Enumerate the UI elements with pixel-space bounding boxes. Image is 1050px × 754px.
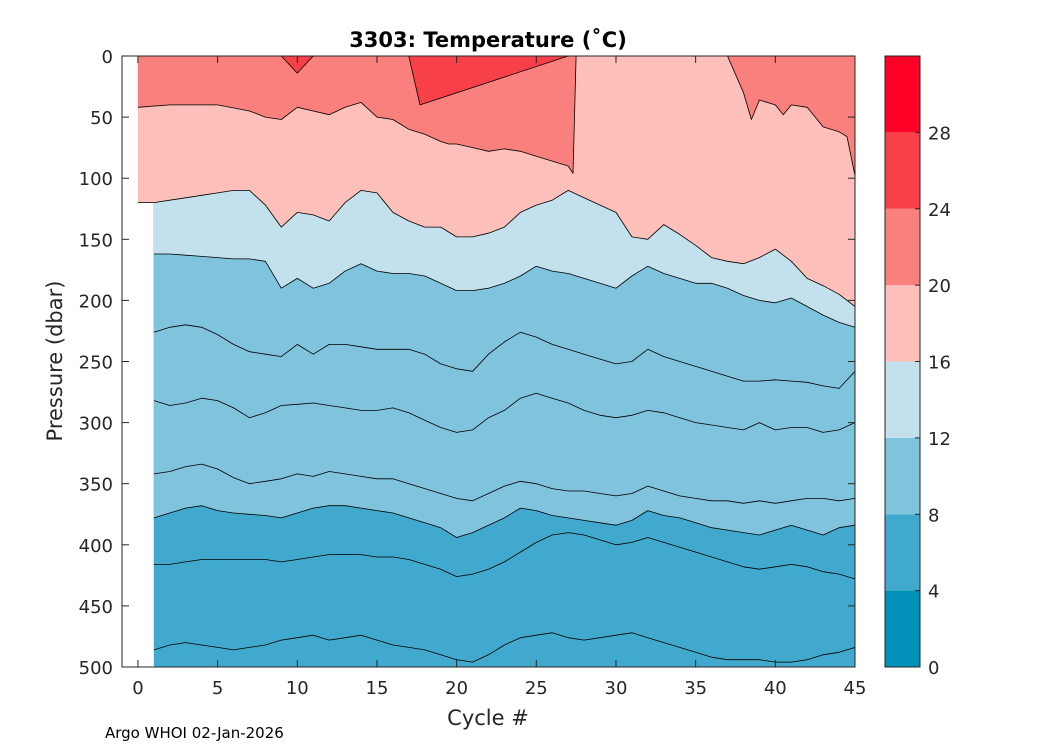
- colorbar-band: [885, 208, 920, 286]
- colorbar-band: [885, 437, 920, 515]
- x-axis: 0 5 10 15 20 25 30 35 40 45: [132, 56, 866, 699]
- colorbar-tick-label: 0: [928, 658, 939, 679]
- x-axis-label: Cycle #: [447, 706, 529, 730]
- footer-credit: Argo WHOI 02-Jan-2026: [105, 724, 284, 742]
- colorbar-tick-label: 16: [928, 353, 951, 374]
- contour-line-24: [281, 56, 577, 106]
- colorbar-band: [885, 285, 920, 362]
- y-tick-label: 350: [79, 475, 113, 496]
- contour-line-7: [153, 532, 855, 580]
- y-tick-label: 0: [102, 47, 113, 68]
- contour-line-16: [137, 190, 855, 307]
- colorbar-band: [885, 361, 920, 438]
- contour-line-12: [153, 253, 855, 328]
- y-tick-label: 100: [79, 169, 113, 190]
- contour-line-10: [153, 392, 855, 433]
- chart-title: 3303: Temperature (˚C): [349, 28, 627, 52]
- contour-band-16: [137, 56, 855, 307]
- contour-lines: [137, 56, 855, 663]
- x-tick-label: 30: [605, 678, 628, 699]
- colorbar-tick-label: 12: [928, 429, 951, 450]
- contour-band-24: [281, 56, 577, 105]
- x-tick-label: 10: [286, 678, 309, 699]
- x-tick-label: 40: [764, 678, 787, 699]
- contour-line-9: [153, 463, 855, 504]
- y-tick-label: 250: [79, 353, 113, 374]
- x-tick-label: 25: [525, 678, 548, 699]
- y-tick-label: 200: [79, 291, 113, 312]
- contour-line-8: [153, 505, 855, 538]
- contour-line-11: [153, 324, 855, 389]
- x-tick-label: 35: [684, 678, 707, 699]
- colorbar-tick-label: 8: [928, 505, 939, 526]
- x-tick-label: 20: [445, 678, 468, 699]
- x-tick-label: 15: [366, 678, 389, 699]
- colorbar-tick-label: 4: [928, 582, 939, 603]
- colorbar-band: [885, 132, 920, 209]
- y-axis: 0 50 100 150 200 250 300 350 400 450 500: [79, 47, 855, 679]
- y-tick-label: 150: [79, 230, 113, 251]
- y-tick-label: 300: [79, 414, 113, 435]
- colorbar: 0 4 8 12 16 20 24 28: [884, 55, 951, 679]
- contour-band-20: [137, 56, 855, 176]
- contour-line-20: [137, 56, 855, 176]
- contour-line-6: [153, 632, 855, 663]
- y-axis-label: Pressure (dbar): [43, 281, 67, 442]
- y-tick-label: 500: [79, 658, 113, 679]
- x-tick-label: 5: [212, 678, 223, 699]
- y-tick-label: 450: [79, 597, 113, 618]
- x-tick-label: 0: [132, 678, 143, 699]
- colorbar-tick-label: 24: [928, 200, 951, 221]
- y-tick-label: 50: [90, 108, 113, 129]
- colorbar-tick-label: 28: [928, 123, 951, 144]
- colorbar-band: [885, 514, 920, 591]
- colorbar-tick-label: 20: [928, 276, 951, 297]
- colorbar-band: [885, 56, 920, 133]
- contour-fills: [137, 56, 855, 667]
- y-tick-label: 400: [79, 536, 113, 557]
- colorbar-band: [885, 590, 920, 667]
- x-tick-label: 45: [844, 678, 867, 699]
